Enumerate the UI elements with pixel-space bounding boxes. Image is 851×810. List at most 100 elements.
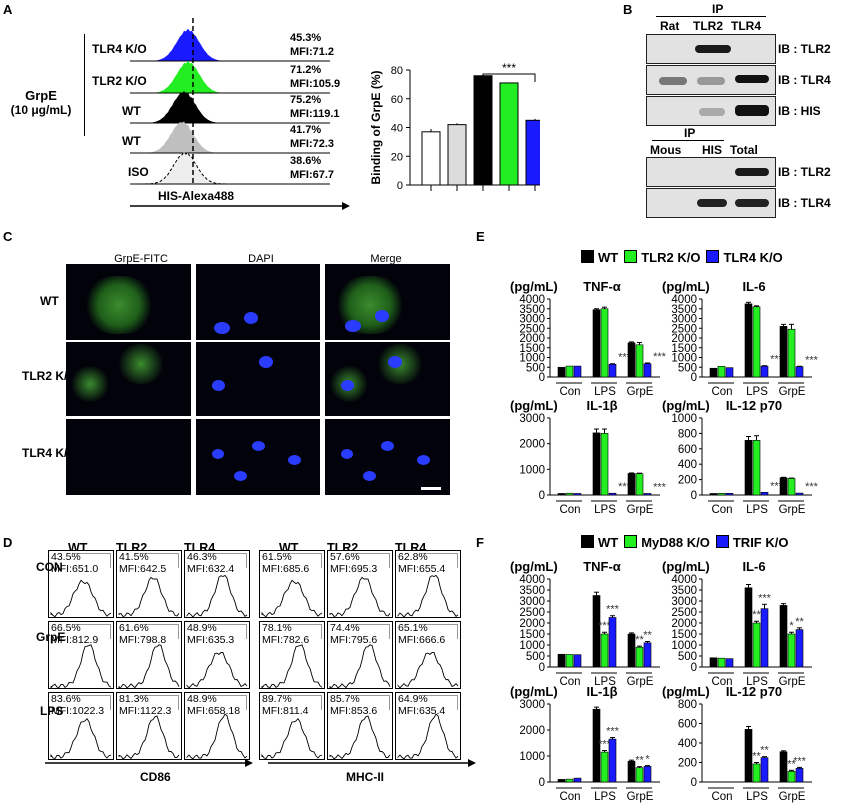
y-tick-label: 1000 [519, 640, 545, 652]
y-tick-label: 3000 [671, 596, 697, 608]
bar-myd88ko [635, 646, 644, 668]
histogram-0 [130, 28, 250, 62]
bar-wt [627, 473, 636, 496]
mfi-label: MFI:812.9 [51, 634, 99, 646]
flow-plot-cd86: 48.9% MFI:658.18 [184, 692, 250, 760]
y-tick-label: 4000 [671, 294, 697, 306]
significance-stars: ** [643, 629, 652, 641]
bar-myd88ko [787, 633, 796, 668]
bar-wt [744, 587, 753, 668]
band [697, 77, 725, 85]
bar-2 [473, 75, 493, 186]
band [699, 108, 725, 116]
unit-label: (pg/mL) [510, 398, 558, 413]
mfi-label: MFI:782.6 [262, 634, 310, 646]
y-tick-label: 3000 [519, 314, 545, 326]
percent-label: 66.5% [51, 622, 81, 634]
bar-wt [592, 432, 601, 496]
cytokine-title: IL-12 p70 [726, 684, 782, 699]
y-tick-label: 0 [691, 662, 697, 674]
bar-tlr4ko [725, 493, 734, 496]
bar-wt [709, 367, 718, 378]
bar-wt [744, 729, 753, 783]
band [695, 45, 731, 53]
y-tick-label: 2000 [519, 333, 545, 345]
group-label: GrpE [779, 676, 806, 688]
bar-wt [779, 326, 788, 378]
legend-swatch [715, 535, 729, 548]
ib-label-tlr4-2: IB : TLR4 [778, 196, 831, 210]
bar-wt [779, 477, 788, 496]
mfi-label: MFI:72.3 [290, 138, 334, 150]
y-tick-label: 3500 [671, 585, 697, 597]
flow-plot-cd86: 41.5% MFI:642.5 [116, 550, 182, 618]
y-tick-label: 0 [539, 777, 545, 789]
group-label: GrpE [627, 386, 654, 398]
xlabel-cd86: CD86 [140, 770, 171, 784]
panel-label-f: F [476, 535, 484, 550]
bar-tlr4ko [643, 493, 652, 496]
y-tick-label: 3500 [519, 585, 545, 597]
bar-wt [779, 751, 788, 783]
col-grpe-fitc: GrpE-FITC [114, 253, 168, 265]
y-tick-label: 3500 [671, 304, 697, 316]
percent-label: 41.7% [290, 124, 321, 136]
histogram-trace [329, 715, 391, 759]
y-tick-label: 1000 [671, 353, 697, 365]
significance-stars: ** [635, 634, 644, 646]
gate [286, 553, 322, 568]
legend-swatch [581, 535, 594, 548]
group-label: LPS [594, 504, 616, 516]
significance-stars: *** [793, 755, 807, 767]
cytokine-title: TNF-α [583, 279, 621, 294]
y-tick-label: 2000 [519, 725, 545, 737]
mfi-label: MFI:71.2 [290, 46, 334, 58]
cytokine-title: IL-12 p70 [726, 398, 782, 413]
blot-tlr4-top [646, 65, 776, 95]
bar-myd88ko [787, 770, 796, 783]
histogram-trace [261, 579, 323, 617]
bar-trifko [573, 777, 582, 783]
bar-tlr4ko [760, 365, 769, 378]
y-tick-label: 1500 [671, 629, 697, 641]
flow-plot-cd86: 48.9% MFI:635.3 [184, 621, 250, 689]
y-tick-label: 2000 [671, 618, 697, 630]
bar-tlr4ko [608, 364, 617, 378]
lane-mous: Mous [650, 143, 682, 157]
histogram-1 [130, 60, 250, 93]
bar-tlr2ko [787, 478, 796, 496]
flow-plot-cd86: 83.6% MFI:1022.3 [48, 692, 114, 760]
row-tlr2-ko: TLR2 K/O [22, 369, 77, 383]
bar-tlr2ko [752, 306, 761, 378]
band [735, 75, 769, 83]
y-tick-label: 1500 [519, 629, 545, 641]
bar-myd88ko [752, 622, 761, 668]
flow-plot-cd86: 66.5% MFI:812.9 [48, 621, 114, 689]
cytokine-title: IL-1β [586, 398, 617, 413]
percent-label: 61.6% [119, 622, 149, 634]
gate [422, 695, 458, 710]
bar-trifko [573, 654, 582, 668]
significance-stars: *** [502, 61, 516, 75]
y-tick-label: 200 [678, 475, 697, 487]
mfi-label: MFI:635.3 [187, 634, 235, 646]
mfi-label: MFI:811.4 [262, 705, 309, 717]
bar-myd88ko [600, 633, 609, 668]
band [697, 199, 727, 207]
micrograph-tlr4-dapi [196, 419, 320, 495]
group-label: LPS [746, 791, 768, 803]
y-tick-label: 2500 [671, 607, 697, 619]
significance-stars: *** [653, 481, 667, 493]
unit-label: (pg/mL) [662, 684, 710, 699]
y-tick-label: 0 [539, 372, 545, 384]
y-tick-label: 2500 [519, 323, 545, 335]
bar-trifko [643, 642, 652, 668]
flow-plot-mhc: 64.9% MFI:635.4 [395, 692, 461, 760]
y-tick-label: 1000 [671, 413, 697, 425]
y-tick-label: 400 [678, 738, 697, 750]
significance-stars: ** [760, 745, 769, 757]
histogram-trace [186, 713, 248, 759]
blot-panel-b: IP Rat TLR2 TLR4 IB : TLR2 IB : TLR4 IB … [640, 0, 851, 220]
bar-wt [744, 303, 753, 378]
group-label: GrpE [627, 676, 654, 688]
